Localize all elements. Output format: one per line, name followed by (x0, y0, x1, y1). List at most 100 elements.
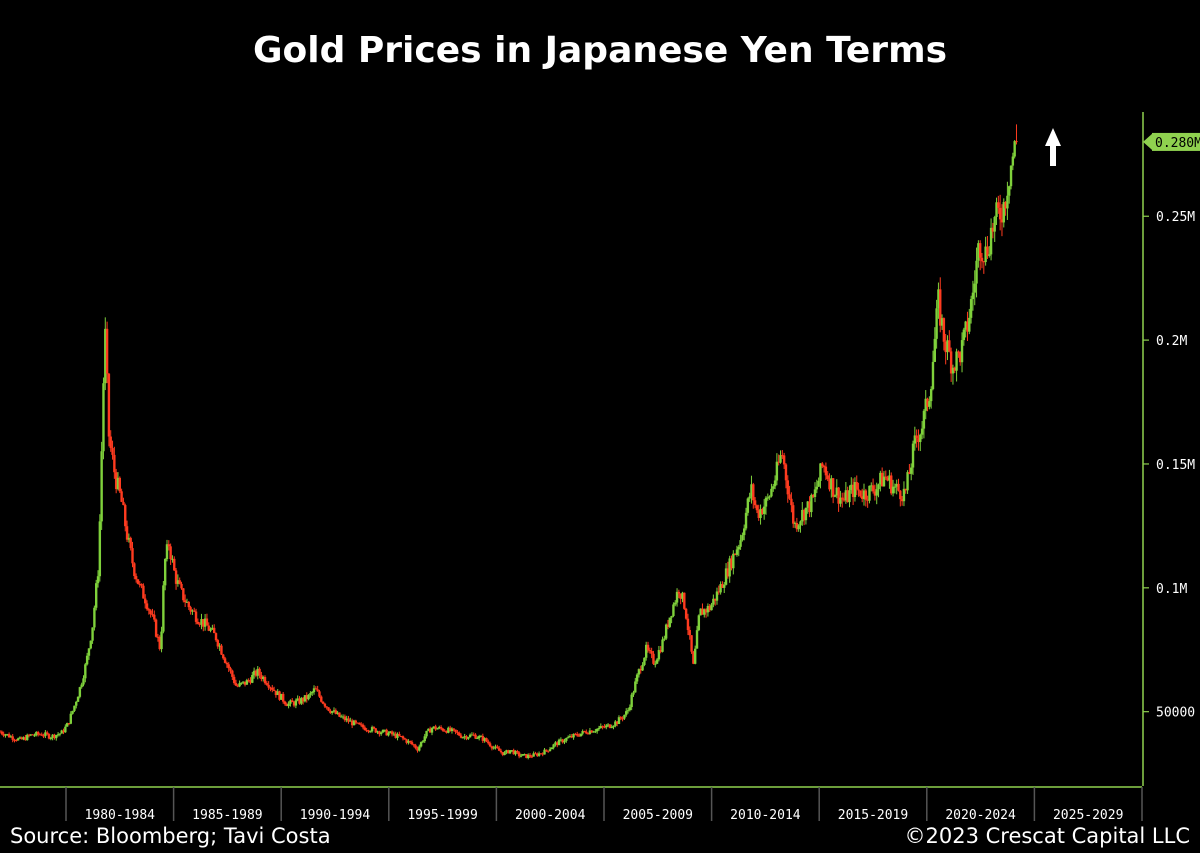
candle-body (1015, 141, 1018, 143)
candle-body (875, 489, 878, 496)
candle-body (672, 604, 675, 616)
candle-body (541, 753, 544, 755)
candle-body (759, 509, 762, 518)
candle-body (946, 340, 949, 353)
candle-body (125, 526, 129, 540)
candle-body (959, 352, 962, 363)
candle-body (216, 640, 220, 647)
candle-body (494, 746, 497, 748)
candle-body (926, 398, 929, 407)
candle-body (608, 724, 612, 728)
candle-body (251, 674, 254, 683)
candle-body (644, 644, 648, 658)
candle-body (169, 546, 172, 560)
candle-body (379, 732, 383, 735)
candle-body (893, 486, 897, 488)
candle-body (245, 680, 249, 685)
candle-body (1004, 202, 1007, 209)
candle-body (556, 742, 559, 746)
candle-body (274, 690, 278, 696)
candle-body (806, 501, 809, 508)
candle-body (298, 698, 301, 704)
candle-body (149, 610, 152, 615)
candle-body (252, 670, 256, 675)
candle-body (127, 537, 131, 540)
candle-body (305, 695, 308, 700)
candle-body (93, 607, 96, 628)
candle-body (87, 648, 91, 656)
candle-body (26, 734, 29, 741)
candle-body (777, 461, 780, 463)
candle-body (1006, 195, 1009, 209)
candle-body (205, 618, 209, 626)
candle-body (269, 687, 272, 689)
candle-body (688, 630, 691, 636)
candle-body (953, 367, 956, 371)
candle-body (570, 735, 573, 738)
candle-body (463, 736, 466, 738)
candle-body (510, 750, 514, 752)
candle-body (76, 696, 80, 702)
candle-body (864, 490, 868, 500)
candle-body (378, 731, 381, 735)
candle-body (746, 498, 750, 513)
candle-body (625, 711, 628, 715)
candle-body (973, 283, 976, 293)
candle-body (574, 733, 577, 735)
candle-body (603, 726, 606, 728)
candle-body (16, 738, 20, 741)
candle-body (167, 544, 171, 547)
candle-body (565, 738, 568, 741)
candle-body (516, 751, 519, 753)
last-value-label: 0.280M (1155, 136, 1200, 151)
candle-body (89, 640, 92, 649)
candle-body (487, 741, 490, 744)
candle-body (247, 680, 250, 682)
candle-body (356, 722, 359, 724)
candle-body (801, 509, 804, 522)
x-tick-label: 1980-1984 (85, 808, 156, 823)
candle-body (98, 521, 102, 577)
candle-body (528, 754, 532, 757)
candle-body (517, 752, 521, 757)
candle-body (683, 592, 686, 609)
candle-body (844, 490, 848, 501)
candle-body (704, 609, 708, 613)
candle-body (340, 716, 343, 718)
candle-body (545, 749, 548, 751)
candle-body (902, 488, 906, 502)
candle-body (855, 482, 858, 490)
y-tick-label: 0.2M (1156, 334, 1187, 349)
candle-body (841, 497, 844, 500)
candle-body (739, 540, 742, 547)
candle-body (563, 740, 566, 743)
candle-body (948, 340, 951, 352)
candle-body (913, 435, 917, 444)
candle-body (764, 497, 768, 507)
candle-body (307, 694, 310, 700)
candle-body (795, 522, 799, 530)
x-tick-label: 2015-2019 (838, 808, 908, 823)
candle-body (183, 600, 187, 603)
candle-body (456, 731, 459, 733)
candle-body (131, 548, 134, 564)
candle-body (561, 739, 564, 743)
candle-body (325, 706, 328, 708)
candle-body (15, 740, 18, 742)
candle-body (826, 475, 829, 479)
candle-body (784, 464, 788, 481)
candle-body (712, 598, 715, 605)
chart-title: Gold Prices in Japanese Yen Terms (252, 30, 948, 71)
candle-body (483, 738, 486, 741)
candle-body (407, 740, 410, 743)
candle-body (474, 734, 477, 739)
candle-body (436, 728, 439, 730)
candle-body (788, 494, 791, 499)
candle-body (321, 701, 325, 704)
candle-body (975, 260, 978, 284)
candle-body (497, 748, 501, 751)
candle-body (44, 732, 47, 736)
candle-body (536, 753, 539, 756)
candle-body (1002, 202, 1005, 223)
candle-body (822, 466, 826, 468)
